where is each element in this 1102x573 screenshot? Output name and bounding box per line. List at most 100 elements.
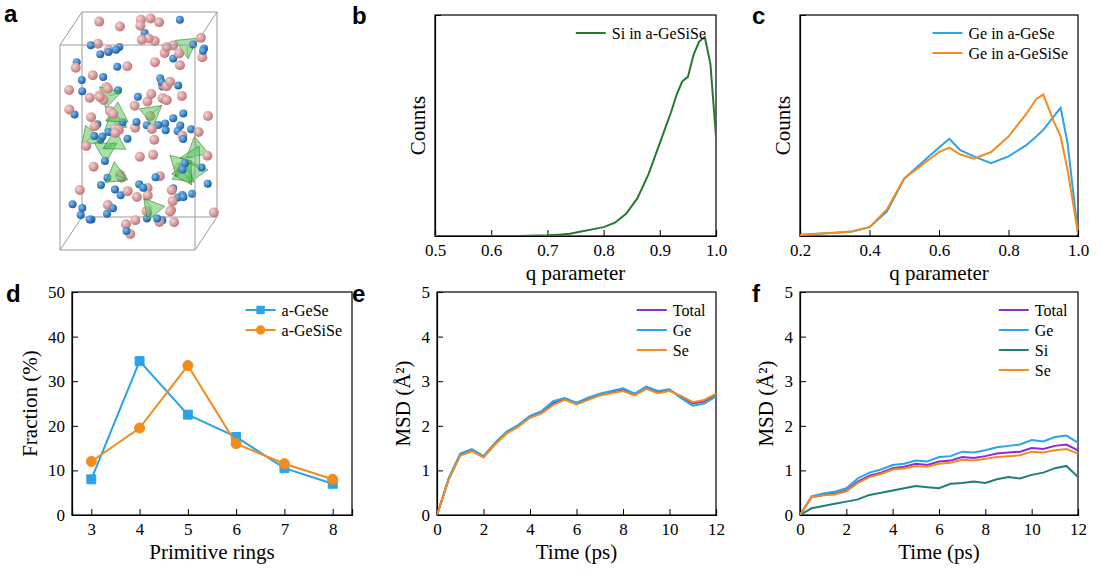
series-line: [437, 387, 716, 515]
x-tick-mark: [716, 509, 717, 515]
x-tick: 0.8: [998, 230, 1019, 260]
cell-edge: [60, 250, 195, 251]
legend-entry: Se: [999, 362, 1051, 379]
x-axis: 0.50.60.70.80.91.0: [425, 230, 727, 260]
plot-area: [435, 37, 716, 236]
x-tick: 4: [889, 509, 898, 539]
x-tick-label: 10: [1024, 520, 1041, 539]
ge-atom: [123, 227, 131, 235]
series-marker: [231, 439, 241, 449]
ge-atom: [112, 46, 120, 54]
x-tick-label: 4: [136, 520, 145, 539]
y-tick: 30: [48, 372, 78, 391]
x-axis: 0.20.40.60.81.0: [790, 230, 1089, 260]
legend-entry: Ge in a-GeSiSe: [932, 45, 1068, 62]
se-atom: [148, 150, 158, 160]
cell-edge: [195, 12, 217, 45]
x-tick: 8: [982, 509, 991, 539]
x-tick-mark: [577, 509, 578, 515]
y-tick: 50: [48, 283, 78, 302]
x-tick-label: 10: [662, 520, 679, 539]
x-tick-label: 8: [982, 520, 991, 539]
x-tick: 3: [88, 509, 97, 539]
y-tick: 1: [422, 461, 444, 480]
y-tick: 3: [785, 372, 807, 391]
legend-label: Ge: [1035, 322, 1054, 339]
cell-edge: [195, 45, 196, 250]
ge-atom: [161, 119, 169, 127]
y-tick-mark: [437, 337, 443, 338]
y-tick-mark: [800, 337, 806, 338]
plot-area: [86, 357, 337, 489]
legend-entry: Total: [637, 302, 706, 319]
x-tick: 0.6: [929, 230, 950, 260]
y-tick-mark: [800, 515, 806, 516]
x-tick-mark: [939, 509, 940, 515]
se-atom: [203, 111, 213, 121]
cell-edge: [82, 12, 217, 13]
legend-marker: [256, 306, 264, 314]
y-tick-mark: [72, 337, 78, 338]
series-line: [800, 436, 1078, 515]
ge-atom: [139, 184, 147, 192]
y-tick-mark: [72, 292, 78, 293]
se-atom: [146, 13, 156, 23]
y-tick: 1: [785, 461, 807, 480]
series-marker: [135, 423, 145, 433]
y-axis: 01020304050: [48, 283, 78, 525]
legend: a-GeSea-GeSiSe: [246, 302, 342, 339]
legend-entry: Ge: [999, 322, 1054, 339]
plot-frame: [800, 292, 1078, 515]
x-axis-title: q parameter: [526, 261, 626, 285]
series-line: [437, 388, 716, 515]
y-tick-mark: [800, 381, 806, 382]
se-atom: [165, 77, 175, 87]
series-marker: [279, 459, 289, 469]
x-tick-mark: [1032, 509, 1033, 515]
ge-atom: [169, 114, 177, 122]
legend-label: Ge in a-GeSe: [968, 25, 1054, 42]
ge-atom: [103, 210, 111, 218]
se-atom: [162, 95, 172, 105]
x-tick-mark: [604, 230, 605, 236]
x-axis-line: [801, 230, 1079, 237]
y-tick-mark: [72, 381, 78, 382]
x-tick-mark: [716, 230, 717, 236]
legend-swatch: [637, 349, 667, 351]
ge-atom: [152, 173, 160, 181]
y-tick-label: 5: [785, 283, 794, 302]
plot-area: [800, 436, 1078, 515]
x-tick-mark: [284, 509, 285, 515]
legend: Si in a-GeSiSe: [576, 25, 706, 42]
se-atom: [75, 185, 85, 195]
se-atom: [175, 60, 185, 70]
x-tick: 8: [619, 509, 628, 539]
se-atom: [115, 22, 125, 32]
se-atom: [149, 135, 159, 145]
cell-edge: [60, 12, 82, 45]
cell-edge: [217, 12, 218, 217]
se-atom: [90, 121, 100, 131]
x-tick-mark: [484, 509, 485, 515]
x-tick: 0.8: [593, 230, 614, 260]
series-line: [437, 389, 716, 515]
x-tick-label: 12: [708, 520, 725, 539]
se-atom: [64, 85, 74, 95]
y-tick: 2: [422, 417, 444, 436]
series-marker: [183, 361, 193, 371]
x-tick: 7: [281, 509, 290, 539]
se-atom: [89, 162, 99, 172]
plot-frame: [437, 292, 716, 515]
se-atom: [167, 185, 177, 195]
se-atom: [137, 35, 147, 45]
x-tick-label: 7: [281, 520, 290, 539]
x-axis-line: [73, 509, 353, 516]
x-tick-mark: [660, 230, 661, 236]
se-atom: [174, 48, 184, 58]
x-axis-title: Time (ps): [536, 540, 618, 564]
legend-entry: Ge: [637, 322, 692, 339]
si-tetrahedron-edge: [116, 175, 128, 180]
y-axis-title: Fraction (%): [18, 350, 42, 457]
x-axis: 024681012: [796, 509, 1087, 539]
y-tick-mark: [72, 515, 78, 516]
